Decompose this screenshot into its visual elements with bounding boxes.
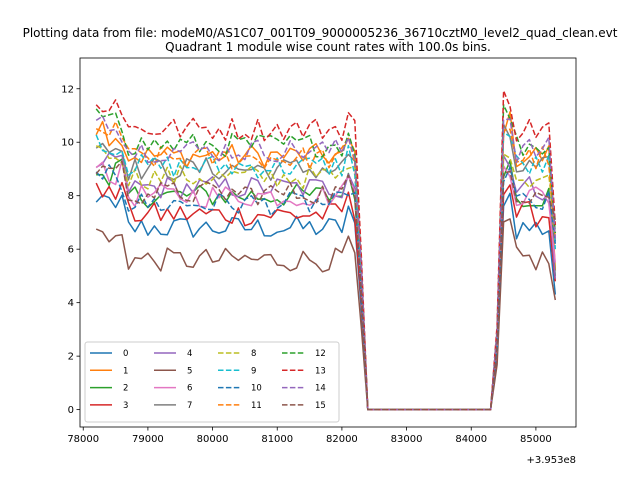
y-tick-label: 4 [68, 298, 74, 309]
legend-label-12: 12 [315, 349, 326, 359]
legend-label-3: 3 [123, 401, 128, 411]
legend-label-8: 8 [251, 349, 256, 359]
legend-label-5: 5 [187, 366, 192, 376]
y-tick-label: 6 [68, 245, 74, 256]
x-tick-label: 78000 [67, 434, 99, 445]
legend-box [84, 341, 340, 423]
y-tick-label: 12 [61, 84, 74, 95]
legend-label-11: 11 [251, 401, 262, 411]
legend-label-14: 14 [315, 384, 326, 394]
x-tick-label: 84000 [455, 434, 487, 445]
x-tick-label: 81000 [261, 434, 293, 445]
y-tick-label: 0 [68, 405, 74, 416]
x-tick-label: 82000 [326, 434, 358, 445]
legend-label-1: 1 [123, 366, 128, 376]
legend-label-7: 7 [187, 401, 192, 411]
axes-frame [79, 57, 577, 428]
y-tick-label: 2 [68, 352, 74, 363]
legend-label-10: 10 [251, 384, 262, 394]
chart-title: Quadrant 1 module wise count rates with … [165, 40, 491, 54]
legend-label-15: 15 [315, 401, 326, 411]
x-tick-label: 83000 [391, 434, 423, 445]
x-tick-label: 80000 [197, 434, 229, 445]
legend-label-6: 6 [187, 384, 192, 394]
series-line-15 [95, 160, 557, 411]
y-tick-label: 8 [68, 191, 74, 202]
legend-label-9: 9 [251, 366, 256, 376]
legend-label-2: 2 [123, 384, 128, 394]
x-offset-label: +3.953e8 [526, 455, 576, 466]
x-tick-label: 85000 [520, 434, 552, 445]
legend-label-13: 13 [315, 366, 326, 376]
y-axis: 0 2 4 6 8 10 12 [61, 84, 80, 416]
legend-label-0: 0 [123, 349, 128, 359]
series-line-9 [95, 131, 557, 411]
x-axis: 78000 79000 80000 81000 82000 83000 84000 85000 [67, 427, 552, 445]
y-tick-label: 10 [61, 138, 74, 149]
plot-lines [95, 89, 557, 411]
legend-label-4: 4 [187, 349, 192, 359]
chart-suptitle: Plotting data from file: modeM0/AS1C07_0… [23, 26, 618, 40]
x-tick-label: 79000 [132, 434, 164, 445]
